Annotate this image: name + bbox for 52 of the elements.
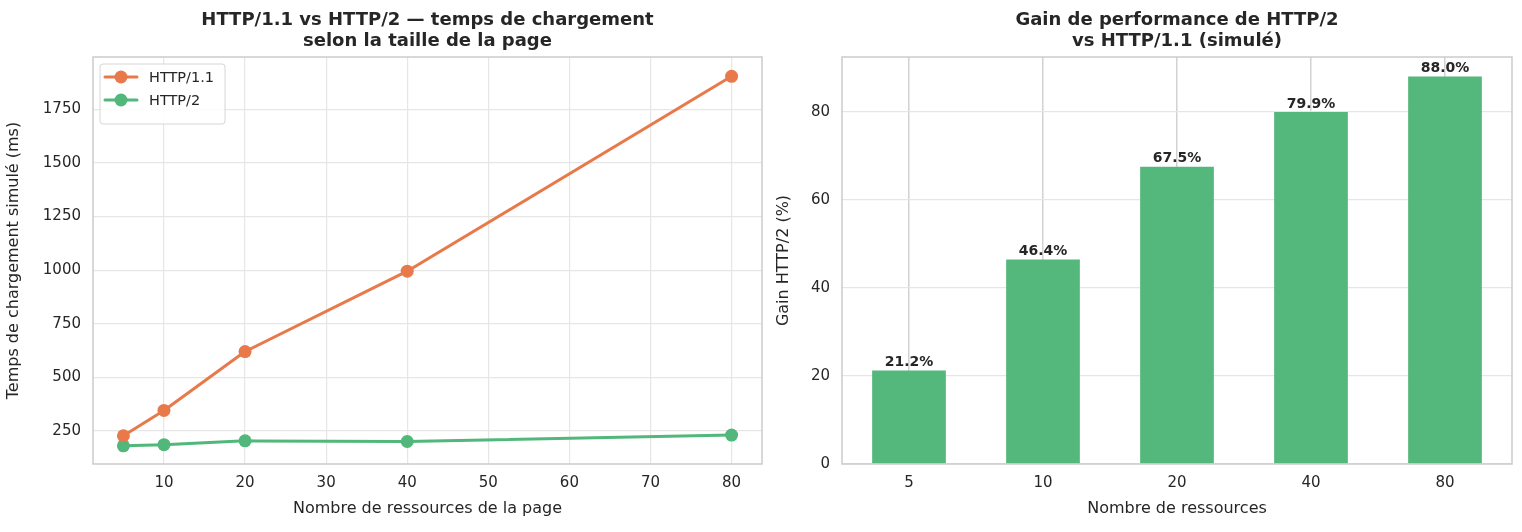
point [157, 438, 171, 452]
y-tick-label: 750 [52, 313, 81, 332]
x-tick-label: 10 [154, 472, 174, 491]
y-tick-label: 80 [810, 101, 830, 120]
x-tick-label: 50 [478, 472, 498, 491]
legend-label: HTTP/1.1 [149, 68, 215, 85]
x-axis-title: Nombre de ressources de la page [292, 497, 563, 517]
x-tick-label: 20 [1167, 472, 1187, 491]
bar [872, 370, 946, 464]
y-tick-label: 1000 [42, 260, 81, 279]
x-tick-label: 70 [640, 472, 661, 491]
y-axis-title: Temps de chargement simulé (ms) [2, 121, 22, 401]
y-tick-label: 1250 [42, 206, 81, 225]
y-tick-label: 0 [820, 453, 830, 472]
x-tick-label: 5 [904, 472, 914, 491]
point [238, 434, 252, 448]
data-label: 88.0% [1420, 59, 1470, 76]
y-tick-label: 250 [52, 420, 81, 439]
x-axis-title: Nombre de ressources [1087, 497, 1267, 517]
point [725, 428, 739, 442]
chart-title: HTTP/1.1 vs HTTP/2 — temps de chargement selon la taille de la page [201, 7, 655, 51]
chart-title: Gain de performance de HTTP/2 vs HTTP/1.1 (simulé) [1015, 7, 1339, 51]
y-tick-label: 1750 [42, 99, 81, 118]
point [725, 69, 739, 83]
x-tick-label: 60 [559, 472, 579, 491]
y-tick-label: 500 [52, 367, 81, 386]
data-label: 67.5% [1152, 149, 1202, 166]
point [238, 345, 252, 359]
x-tick-label: 30 [316, 472, 336, 491]
y-tick-label: 1500 [42, 152, 81, 171]
data-label: 46.4% [1018, 242, 1068, 259]
bar [1274, 112, 1348, 464]
x-tick-label: 10 [1033, 472, 1053, 491]
point [400, 264, 414, 278]
x-tick-label: 80 [1435, 472, 1455, 491]
data-label: 79.9% [1286, 94, 1336, 111]
y-tick-label: 60 [810, 189, 830, 208]
data-label: 21.2% [884, 353, 934, 370]
x-tick-label: 20 [235, 472, 255, 491]
y-tick-label: 40 [810, 277, 830, 296]
bar [1408, 76, 1482, 464]
legend-label: HTTP/2 [149, 91, 201, 108]
x-tick-label: 40 [1301, 472, 1321, 491]
bar [1140, 166, 1214, 464]
point [400, 435, 414, 449]
y-tick-label: 20 [810, 365, 830, 384]
x-tick-label: 80 [722, 472, 742, 491]
y-axis-title: Gain HTTP/2 (%) [772, 194, 792, 327]
bar [1006, 259, 1080, 464]
point [157, 403, 171, 417]
point [116, 429, 130, 443]
x-tick-label: 40 [397, 472, 417, 491]
